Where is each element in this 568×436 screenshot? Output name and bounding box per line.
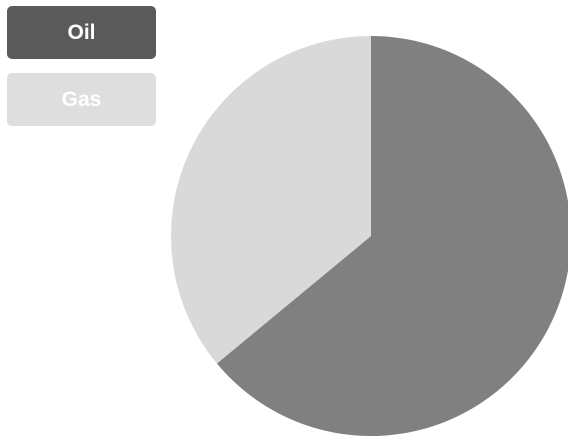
chart-legend: Oil Gas [7,6,156,126]
legend-toggle-gas[interactable]: Gas [7,73,156,126]
pie-slice-oil[interactable] [216,36,568,436]
pie-slice-gas[interactable] [170,36,371,364]
legend-label-gas: Gas [61,87,102,111]
legend-label-oil: Oil [67,20,96,44]
legend-toggle-oil[interactable]: Oil [7,6,156,59]
